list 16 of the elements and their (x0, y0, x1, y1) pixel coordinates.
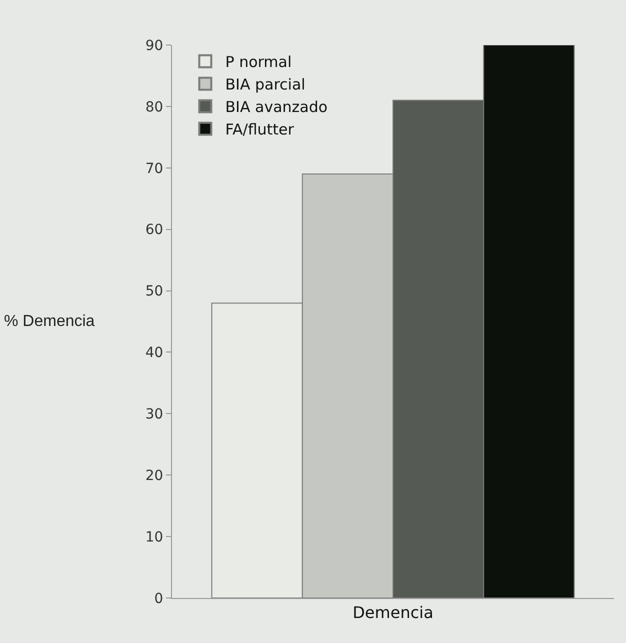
y-tick-label: 30 (145, 406, 164, 423)
y-tick-label: 20 (145, 468, 164, 484)
legend-label: BIA parcial (225, 76, 306, 94)
legend-label: P normal (225, 53, 292, 72)
y-axis-title: % Demencia (4, 313, 95, 330)
y-tick-label: 70 (145, 160, 164, 177)
y-tick-label: 60 (145, 222, 164, 238)
y-tick-label: 80 (145, 99, 164, 116)
x-tick-label: Demencia (352, 603, 434, 622)
legend-label: BIA avanzado (225, 98, 328, 116)
y-tick-label: 0 (154, 590, 164, 607)
legend-label: FA/flutter (225, 120, 295, 139)
y-tick-label: 10 (145, 529, 164, 546)
y-tick-label: 40 (145, 345, 164, 362)
y-tick-label: 50 (145, 284, 164, 300)
y-tick-label: 90 (145, 38, 164, 54)
